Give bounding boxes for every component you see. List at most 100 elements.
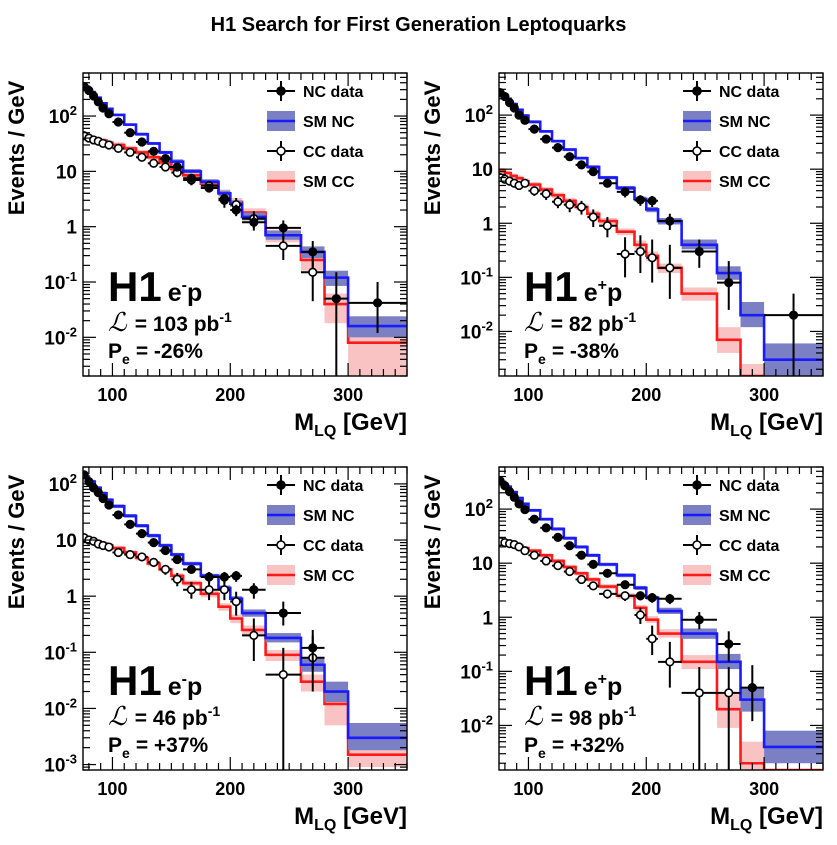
nc-data-marker	[331, 294, 341, 304]
x-axis-title: MLQ [GeV]	[710, 409, 823, 440]
nc-data-marker	[186, 173, 196, 183]
nc-data-marker	[620, 580, 630, 590]
cc-data-marker	[308, 267, 318, 277]
legend-item: CC data	[267, 141, 364, 161]
y-tick-base: 10	[56, 531, 77, 552]
beam-rest: p	[607, 279, 622, 307]
beam-rest: p	[607, 673, 622, 701]
plot-frame	[498, 72, 824, 377]
nc-data-marker	[204, 183, 214, 193]
x-tick-label: 300	[333, 779, 363, 799]
cc-data-marker	[588, 581, 598, 591]
y-tick-label: 1	[482, 214, 493, 235]
nc-data-marker	[172, 554, 182, 565]
legend-item: SM NC	[683, 505, 771, 525]
nc-data-marker	[104, 109, 114, 119]
nc-data-marker	[747, 683, 757, 693]
cc-data-points	[499, 537, 741, 770]
y-tick-base: 1	[482, 608, 493, 629]
legend-label: CC data	[719, 144, 780, 161]
cc-data-marker	[565, 566, 575, 577]
legend-label: SM CC	[719, 174, 771, 191]
cc-data-marker	[113, 547, 123, 558]
nc-data-marker	[553, 532, 563, 542]
y-tick-base: 1	[66, 587, 77, 608]
legend-item: SM NC	[267, 111, 355, 131]
y-tick-label: 10-1	[44, 269, 77, 294]
polarisation-sub: e	[538, 745, 546, 761]
cc-data-marker	[172, 574, 182, 584]
nc-data-marker	[509, 103, 519, 113]
cc-data-marker	[620, 591, 630, 601]
x-axis-title: MLQ [GeV]	[294, 803, 407, 834]
y-tick-exponent: -2	[481, 712, 493, 727]
legend-label: SM NC	[719, 508, 771, 525]
cc-data-marker	[137, 152, 147, 162]
x-axis-title: MLQ [GeV]	[294, 409, 407, 440]
x-axis-title-sub: LQ	[730, 817, 752, 834]
nc-data-marker	[665, 216, 675, 226]
polarisation-label: Pe = -38%	[524, 340, 619, 367]
x-axis: 100 200 300	[88, 73, 408, 405]
nc-data-marker	[620, 187, 630, 197]
x-axis-title: MLQ [GeV]	[710, 803, 823, 834]
y-tick-base: 1	[482, 214, 493, 235]
nc-data-marker	[204, 572, 214, 582]
x-tick-label: 100	[97, 779, 127, 799]
plot-frame	[498, 466, 824, 771]
cc-data-marker	[104, 542, 114, 552]
lumi-label: ℒ = 46 pb-1	[108, 702, 220, 732]
cc-data-marker	[186, 585, 196, 595]
cc-data-marker	[104, 140, 114, 150]
plot-area	[83, 470, 407, 770]
y-axis-title: Events / GeV	[4, 80, 29, 215]
legend-marker	[276, 146, 286, 156]
nc-data-marker	[219, 572, 229, 582]
y-tick-base: 10	[44, 699, 65, 720]
plot-area	[83, 82, 407, 376]
cc-data-marker	[529, 550, 539, 560]
legend-item: CC data	[683, 535, 780, 555]
y-tick-label: 10-2	[460, 318, 493, 343]
beam-sup: -	[182, 671, 187, 688]
polarisation-label: Pe = -26%	[108, 340, 203, 367]
x-axis-title-main: M	[710, 409, 730, 436]
nc-data-marker	[186, 564, 196, 574]
y-tick-base: 10	[56, 162, 77, 183]
nc-data-marker	[602, 178, 612, 188]
nc-data-marker	[529, 514, 539, 524]
y-tick-label: 10	[56, 531, 77, 552]
legend-item: SM CC	[267, 565, 355, 585]
cc-data-marker	[204, 585, 214, 595]
y-tick-base: 1	[66, 218, 77, 239]
x-tick-label: 200	[631, 385, 661, 405]
y-tick-label: 10-2	[44, 324, 77, 349]
experiment-label: H1 e+p	[524, 657, 622, 704]
polarisation-symbol: P	[524, 734, 538, 757]
experiment-name: H1	[524, 263, 578, 310]
y-tick-exponent: -3	[65, 752, 77, 767]
x-axis-title-main: M	[710, 803, 730, 830]
y-axis-title: Events / GeV	[420, 474, 445, 609]
legend-label: NC data	[719, 478, 780, 495]
nc-data-marker	[514, 110, 524, 120]
y-tick-base: 10	[460, 322, 481, 343]
legend-label: NC data	[303, 84, 364, 101]
nc-data-points	[83, 82, 407, 376]
nc-data-marker	[278, 223, 288, 233]
nc-data-marker	[694, 246, 704, 257]
nc-data-marker	[149, 146, 159, 156]
y-tick-label: 1	[66, 587, 77, 608]
cc-data-marker	[160, 162, 171, 172]
legend: NC data SM NC CC data SM CC	[267, 81, 364, 191]
legend: NC data SM NC CC data SM CC	[267, 475, 364, 585]
y-tick-base: 10	[44, 756, 65, 777]
nc-data-marker	[724, 639, 734, 649]
x-tick-label: 200	[631, 779, 661, 799]
